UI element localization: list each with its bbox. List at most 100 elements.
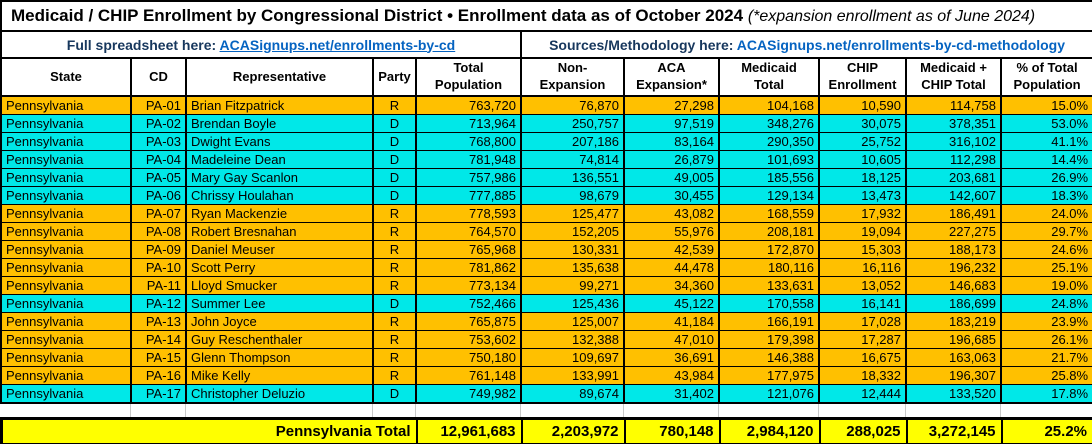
cell-aca-expansion: 30,455 [623, 186, 720, 205]
cell-pct-of-total-population: 19.0% [999, 276, 1092, 295]
cell-non-expansion: 135,638 [520, 258, 625, 277]
cell-total-population: 753,602 [415, 330, 522, 349]
cell-medicaid-total: 129,134 [718, 186, 820, 205]
cell-chip-enrollment: 12,444 [818, 384, 907, 404]
spacer-cell [904, 404, 1001, 417]
cell-state: Pennsylvania [0, 348, 132, 367]
cell-party: D [372, 168, 417, 187]
cell-non-expansion: 250,757 [520, 114, 625, 133]
cell-party: D [372, 150, 417, 169]
page-title: Medicaid / CHIP Enrollment by Congressio… [0, 0, 1092, 32]
cell-aca-expansion: 43,984 [623, 366, 720, 385]
total-pct-value: 25.2% [1000, 417, 1092, 444]
cell-chip-enrollment: 17,932 [818, 204, 907, 223]
spreadsheet-link[interactable]: ACASignups.net/enrollments-by-cd [219, 36, 456, 53]
cell-medicaid-total: 348,276 [718, 114, 820, 133]
cell-pct-of-total-population: 23.9% [999, 312, 1092, 331]
cell-aca-expansion: 44,478 [623, 258, 720, 277]
cell-pct-of-total-population: 29.7% [999, 222, 1092, 241]
cell-party: R [372, 276, 417, 295]
district-row: Pennsylvania PA-13 John Joyce R 765,875 … [0, 312, 1092, 331]
cell-representative: Daniel Meuser [185, 240, 374, 259]
cell-representative: Glenn Thompson [185, 348, 374, 367]
cell-representative: Chrissy Houlahan [185, 186, 374, 205]
cell-non-expansion: 136,551 [520, 168, 625, 187]
cell-total-population: 761,148 [415, 366, 522, 385]
cell-total-population: 763,720 [415, 95, 522, 115]
column-header-row: State CD Representative Party Total Populati… [0, 57, 1092, 97]
cell-pct-of-total-population: 24.0% [999, 204, 1092, 223]
cell-medicaid-chip-total: 186,491 [905, 204, 1002, 223]
cell-total-population: 765,875 [415, 312, 522, 331]
cell-state: Pennsylvania [0, 132, 132, 151]
total-non-expansion-value: 2,203,972 [520, 417, 626, 444]
cell-medicaid-total: 172,870 [718, 240, 820, 259]
cell-pct-of-total-population: 15.0% [999, 95, 1092, 115]
cell-pct-of-total-population: 26.9% [999, 168, 1092, 187]
spacer-cell [999, 404, 1092, 417]
cell-non-expansion: 152,205 [520, 222, 625, 241]
cell-party: R [372, 95, 417, 115]
cell-cd: PA-12 [130, 294, 187, 313]
cell-state: Pennsylvania [0, 294, 132, 313]
spreadsheet-link-label: Full spreadsheet here: [66, 36, 217, 53]
cell-medicaid-total: 146,388 [718, 348, 820, 367]
cell-state: Pennsylvania [0, 168, 132, 187]
column-header-party: Party [372, 57, 417, 97]
cell-cd: PA-06 [130, 186, 187, 205]
cell-cd: PA-11 [130, 276, 187, 295]
cell-chip-enrollment: 17,287 [818, 330, 907, 349]
cell-total-population: 750,180 [415, 348, 522, 367]
cell-non-expansion: 207,186 [520, 132, 625, 151]
cell-aca-expansion: 41,184 [623, 312, 720, 331]
spacer-cell [184, 404, 373, 417]
cell-aca-expansion: 34,360 [623, 276, 720, 295]
cell-aca-expansion: 42,539 [623, 240, 720, 259]
cell-pct-of-total-population: 18.3% [999, 186, 1092, 205]
cell-non-expansion: 98,679 [520, 186, 625, 205]
district-row: Pennsylvania PA-12 Summer Lee D 752,466 … [0, 294, 1092, 313]
cell-representative: Robert Bresnahan [185, 222, 374, 241]
cell-non-expansion: 125,007 [520, 312, 625, 331]
cell-medicaid-total: 101,693 [718, 150, 820, 169]
cell-party: D [372, 384, 417, 404]
title-row: Medicaid / CHIP Enrollment by Congressio… [0, 0, 1092, 32]
cell-non-expansion: 130,331 [520, 240, 625, 259]
cell-pct-of-total-population: 24.6% [999, 240, 1092, 259]
district-row: Pennsylvania PA-04 Madeleine Dean D 781,… [0, 150, 1092, 169]
column-header-non_expansion: Non- Expansion [520, 57, 625, 97]
cell-cd: PA-05 [130, 168, 187, 187]
cell-pct-of-total-population: 25.8% [999, 366, 1092, 385]
cell-state: Pennsylvania [0, 312, 132, 331]
methodology-link[interactable]: ACASignups.net/enrollments-by-cd-methodo… [736, 36, 1066, 53]
cell-aca-expansion: 45,122 [623, 294, 720, 313]
cell-medicaid-chip-total: 183,219 [905, 312, 1002, 331]
cell-cd: PA-04 [130, 150, 187, 169]
cell-chip-enrollment: 10,605 [818, 150, 907, 169]
links-row: Full spreadsheet here: ACASignups.net/en… [0, 30, 1092, 59]
methodology-link-label: Sources/Methodology here: [549, 36, 734, 53]
cell-aca-expansion: 55,976 [623, 222, 720, 241]
cell-medicaid-total: 185,556 [718, 168, 820, 187]
district-row: Pennsylvania PA-14 Guy Reschenthaler R 7… [0, 330, 1092, 349]
cell-pct-of-total-population: 25.1% [999, 258, 1092, 277]
cell-party: R [372, 312, 417, 331]
column-header-representative: Representative [185, 57, 374, 97]
cell-representative: John Joyce [185, 312, 374, 331]
cell-chip-enrollment: 17,028 [818, 312, 907, 331]
cell-chip-enrollment: 18,125 [818, 168, 907, 187]
column-header-cd: CD [130, 57, 187, 97]
total-aca-expansion-value: 780,148 [623, 417, 721, 444]
cell-cd: PA-03 [130, 132, 187, 151]
total-chip-value: 288,025 [818, 417, 908, 444]
total-population-value: 12,961,683 [415, 417, 523, 444]
spacer-row [0, 404, 1092, 417]
cell-total-population: 781,862 [415, 258, 522, 277]
cell-medicaid-total: 170,558 [718, 294, 820, 313]
cell-total-population: 773,134 [415, 276, 522, 295]
state-total-table: Pennsylvania Total 12,961,683 2,203,972 … [0, 417, 1092, 444]
cell-non-expansion: 132,388 [520, 330, 625, 349]
cell-party: R [372, 366, 417, 385]
cell-chip-enrollment: 16,141 [818, 294, 907, 313]
cell-total-population: 777,885 [415, 186, 522, 205]
